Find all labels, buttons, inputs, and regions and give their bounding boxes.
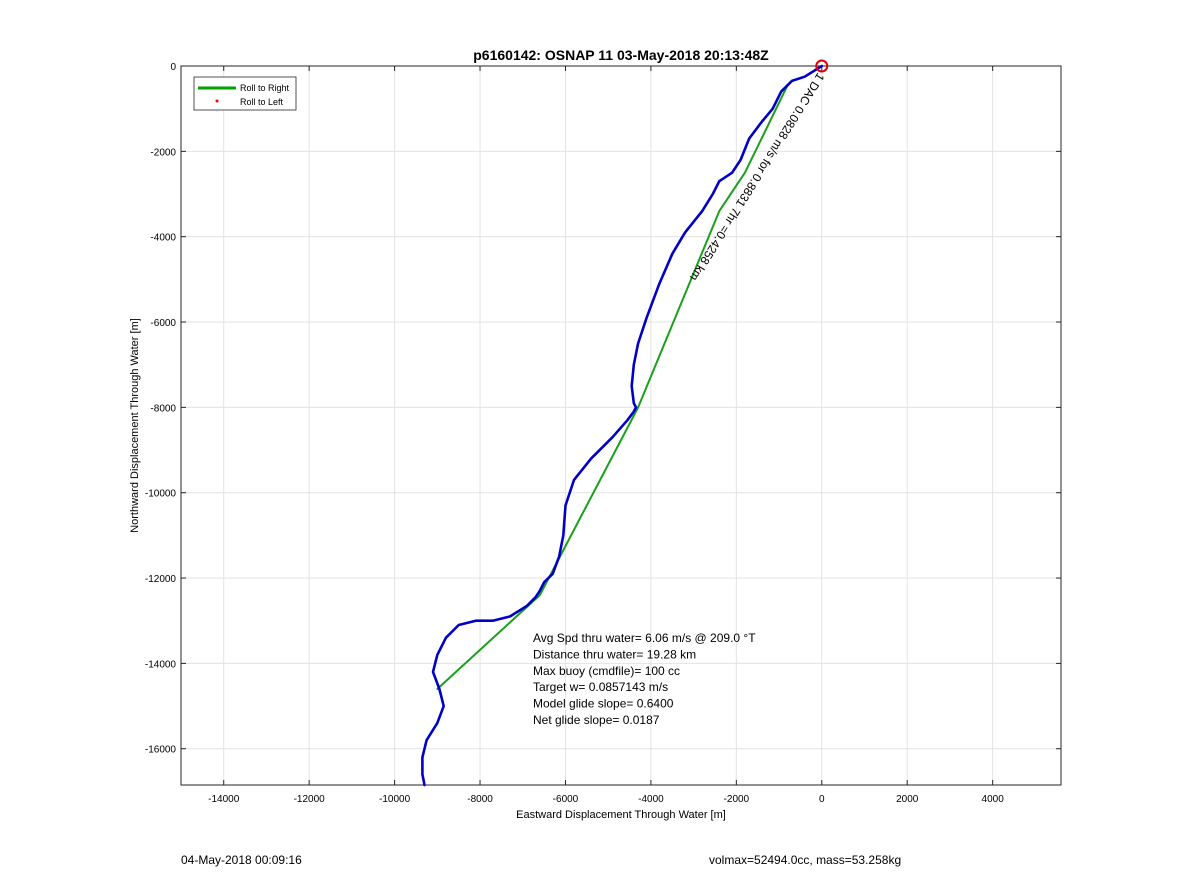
y-tick-label: -6000 bbox=[150, 318, 176, 329]
annotation-net-glide-slope: Net glide slope= 0.0187 bbox=[533, 713, 660, 727]
annotation-max-buoy: Max buoy (cmdfile)= 100 cc bbox=[533, 664, 680, 678]
x-tick-label: -6000 bbox=[553, 794, 579, 805]
y-tick-label: -16000 bbox=[145, 745, 177, 756]
legend-label-roll-left: Roll to Left bbox=[240, 97, 284, 107]
x-tick-label: 2000 bbox=[896, 794, 919, 805]
start-marker bbox=[815, 59, 829, 73]
y-tick-label: 0 bbox=[170, 62, 176, 73]
x-tick-label: -12000 bbox=[294, 794, 326, 805]
series-layer bbox=[421, 59, 829, 787]
annotation-target-w: Target w= 0.0857143 m/s bbox=[533, 680, 668, 694]
series-line-roll-to-right bbox=[436, 84, 789, 690]
stats-annotation: Avg Spd thru water= 6.06 m/s @ 209.0 °T … bbox=[533, 631, 756, 727]
legend: Roll to Right Roll to Left bbox=[193, 76, 297, 111]
legend-label-roll-right: Roll to Right bbox=[240, 83, 290, 93]
annotation-model-glide-slope: Model glide slope= 0.6400 bbox=[533, 697, 674, 711]
y-tick-label: -14000 bbox=[145, 659, 177, 670]
plot-area bbox=[180, 65, 1062, 786]
legend-swatch-roll-left bbox=[215, 99, 219, 103]
y-tick-label: -12000 bbox=[145, 574, 177, 585]
x-tick-label: 0 bbox=[819, 794, 825, 805]
y-tick-label: -10000 bbox=[145, 489, 177, 500]
y-tick-label: -2000 bbox=[150, 147, 176, 158]
annotation-distance: Distance thru water= 19.28 km bbox=[533, 647, 696, 661]
legend-box bbox=[193, 76, 297, 111]
dac-rotated-label: 1 DAC 0.0828 m/s for 0.8831 7hr =0.4258 … bbox=[687, 70, 827, 283]
x-tick-label: -10000 bbox=[379, 794, 411, 805]
footer-stats: volmax=52494.0cc, mass=53.258kg bbox=[709, 853, 902, 867]
x-tick-label: 4000 bbox=[982, 794, 1005, 805]
x-axis-label: Eastward Displacement Through Water [m] bbox=[516, 809, 726, 821]
axis-ticks: -14000 -12000 -10000 -8000 -6000 -4000 -2000 0 2… bbox=[145, 62, 1061, 805]
chart-title: p6160142: OSNAP 11 03-May-2018 20:13:48Z bbox=[473, 47, 769, 63]
y-tick-label: -4000 bbox=[150, 233, 176, 244]
footer-timestamp: 04-May-2018 00:09:16 bbox=[181, 853, 302, 867]
x-tick-label: -4000 bbox=[638, 794, 664, 805]
x-tick-label: -8000 bbox=[467, 794, 493, 805]
series-line-track bbox=[421, 64, 824, 787]
annotation-avg-speed: Avg Spd thru water= 6.06 m/s @ 209.0 °T bbox=[533, 631, 756, 645]
x-tick-label: -2000 bbox=[724, 794, 750, 805]
x-tick-label: -14000 bbox=[208, 794, 240, 805]
y-tick-label: -8000 bbox=[150, 403, 176, 414]
y-axis-label: Northward Displacement Through Water [m] bbox=[129, 318, 141, 533]
